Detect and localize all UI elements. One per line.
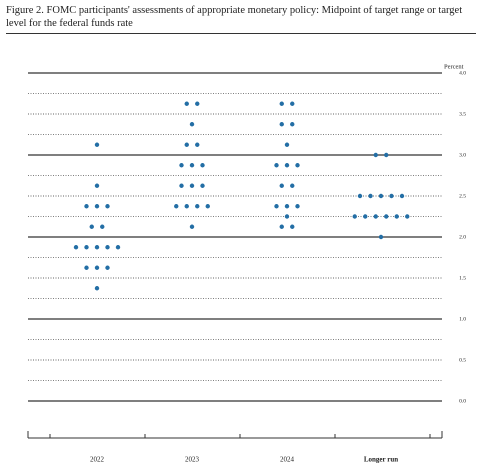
- dot: [94, 286, 100, 291]
- dot: [189, 224, 195, 229]
- dot: [94, 204, 100, 209]
- dot: [384, 214, 389, 219]
- dot: [94, 265, 100, 270]
- dot: [284, 142, 290, 147]
- dot: [94, 142, 100, 147]
- x-tick-label: Longer run: [364, 456, 398, 464]
- chart-title: Figure 2. FOMC participants' assessments…: [6, 4, 476, 34]
- dot: [200, 183, 205, 188]
- dot: [200, 163, 205, 168]
- dot: [274, 204, 279, 209]
- dot: [274, 163, 279, 168]
- dot: [373, 214, 378, 219]
- dot: [84, 204, 89, 209]
- dot: [84, 265, 89, 270]
- dot: [295, 163, 300, 168]
- dot: [279, 183, 284, 188]
- dot: [368, 193, 373, 199]
- dot: [184, 101, 189, 106]
- dot: [179, 163, 184, 168]
- dot: [105, 265, 110, 270]
- dot: [394, 214, 399, 219]
- dot: [94, 183, 100, 188]
- dot: [105, 204, 110, 209]
- dot: [384, 152, 389, 158]
- y-tick-label: 1.5: [459, 275, 466, 281]
- dot: [205, 204, 210, 209]
- dot: [89, 224, 94, 229]
- dot: [184, 142, 189, 147]
- dot: [105, 245, 110, 250]
- dot: [373, 152, 378, 158]
- dot: [399, 193, 405, 199]
- dot: [352, 214, 357, 219]
- y-axis-label: Percent: [444, 63, 464, 70]
- dot: [378, 234, 384, 240]
- dot: [279, 101, 284, 106]
- dot: [290, 122, 295, 127]
- dot: [378, 193, 384, 199]
- dot: [189, 183, 195, 188]
- dot: [84, 245, 89, 250]
- dot: [363, 214, 368, 219]
- x-tick-label: 2023: [185, 456, 200, 464]
- dot: [94, 245, 100, 250]
- y-tick-label: 2.5: [459, 193, 466, 199]
- dot: [284, 163, 290, 168]
- dot: [295, 204, 300, 209]
- dot: [290, 183, 295, 188]
- dot: [189, 163, 195, 168]
- dot: [195, 142, 200, 147]
- dot: [290, 101, 295, 106]
- y-tick-label: 0.5: [459, 357, 466, 363]
- dot: [184, 204, 189, 209]
- y-tick-label: 2.0: [459, 234, 466, 240]
- dot: [279, 122, 284, 127]
- y-tick-label: 4.0: [459, 70, 466, 76]
- dot: [115, 245, 121, 250]
- dot: [73, 245, 79, 250]
- dot: [195, 204, 200, 209]
- dot: [284, 214, 290, 219]
- x-tick-label: 2024: [280, 456, 295, 464]
- dot: [189, 122, 195, 127]
- dot: [357, 193, 363, 199]
- y-tick-label: 0.0: [459, 398, 466, 404]
- dot: [174, 204, 179, 209]
- dot: [405, 214, 410, 219]
- dot: [290, 224, 295, 229]
- dot: [389, 193, 394, 199]
- x-tick-label: 2022: [90, 456, 105, 464]
- dot: [179, 183, 184, 188]
- x-axis: [27, 431, 443, 439]
- dot: [284, 204, 290, 209]
- dot: [279, 224, 284, 229]
- dot: [100, 224, 105, 229]
- y-tick-label: 3.0: [459, 152, 466, 158]
- y-tick-label: 3.5: [459, 111, 466, 117]
- y-tick-label: 1.0: [459, 316, 466, 322]
- dot: [195, 101, 200, 106]
